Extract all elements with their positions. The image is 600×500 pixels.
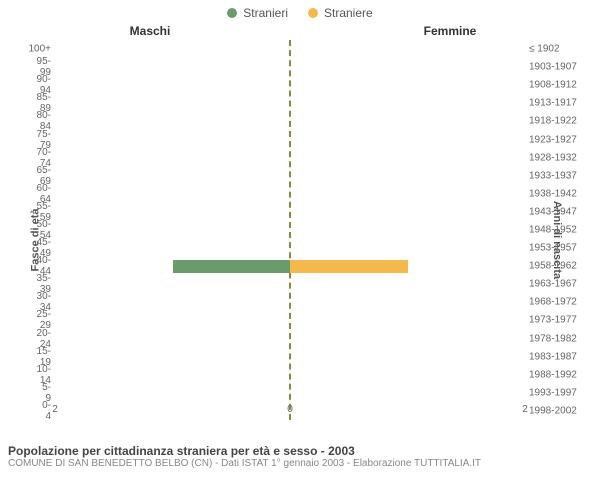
caption: Popolazione per cittadinanza straniera p… (0, 440, 600, 469)
ytick-birth: 1953-1957 (529, 243, 577, 254)
age-row: 5-91993-1997 (55, 384, 525, 402)
age-row: 10-141988-1992 (55, 366, 525, 384)
ytick-birth: 1978-1982 (529, 333, 577, 344)
age-row: 30-341968-1972 (55, 293, 525, 311)
ytick-birth: 1958-1962 (529, 261, 577, 272)
legend-swatch-female (308, 8, 318, 18)
ytick-birth: 1973-1977 (529, 315, 577, 326)
rows: 0-41998-20025-91993-199710-141988-199215… (55, 40, 525, 420)
caption-title: Popolazione per cittadinanza straniera p… (8, 444, 592, 458)
age-row: 15-191983-1987 (55, 348, 525, 366)
ytick-birth: 1903-1907 (529, 62, 577, 73)
age-row: 65-691933-1937 (55, 167, 525, 185)
xtick: 2 (522, 404, 528, 415)
ytick-birth: 1963-1967 (529, 279, 577, 290)
age-row: 55-591943-1947 (55, 203, 525, 221)
age-row: 40-441958-1962 (55, 257, 525, 275)
age-row: 50-541948-1952 (55, 221, 525, 239)
age-row: 75-791923-1927 (55, 131, 525, 149)
ytick-age: 95-99 (37, 56, 51, 78)
ytick-age: 100+ (28, 44, 51, 55)
ytick-birth: 1933-1937 (529, 170, 577, 181)
ytick-birth: 1948-1952 (529, 225, 577, 236)
legend-label-male: Stranieri (243, 6, 288, 20)
ytick-birth: 1988-1992 (529, 369, 577, 380)
ytick-birth: 1908-1912 (529, 80, 577, 91)
caption-subtitle: COMUNE DI SAN BENEDETTO BELBO (CN) - Dat… (8, 458, 592, 469)
age-row: 95-991903-1907 (55, 58, 525, 76)
ytick-birth: 1983-1987 (529, 351, 577, 362)
age-row: 80-841918-1922 (55, 112, 525, 130)
legend-label-female: Straniere (324, 6, 373, 20)
bar-male (173, 260, 291, 273)
ytick-birth: ≤ 1902 (529, 44, 560, 55)
ytick-birth: 1993-1997 (529, 387, 577, 398)
age-row: 85-891913-1917 (55, 94, 525, 112)
x-axis: 2 0 2 (55, 402, 525, 420)
age-row: 90-941908-1912 (55, 76, 525, 94)
age-row: 20-241978-1982 (55, 330, 525, 348)
legend-swatch-male (227, 8, 237, 18)
age-row: 60-641938-1942 (55, 185, 525, 203)
header-female: Femmine (300, 24, 600, 38)
xtick: 0 (287, 404, 293, 415)
ytick-birth: 1998-2002 (529, 405, 577, 416)
header-male: Maschi (0, 24, 300, 38)
age-row: 35-391963-1967 (55, 275, 525, 293)
column-headers: Maschi Femmine (0, 24, 600, 40)
ytick-birth: 1943-1947 (529, 206, 577, 217)
ytick-birth: 1968-1972 (529, 297, 577, 308)
plot-area: Fasce di età Anni di nascita 0-41998-200… (0, 40, 600, 440)
ytick-birth: 1923-1927 (529, 134, 577, 145)
ytick-birth: 1938-1942 (529, 188, 577, 199)
legend-item-male: Stranieri (227, 6, 288, 20)
age-row: 70-741928-1932 (55, 149, 525, 167)
plot-inner: 0-41998-20025-91993-199710-141988-199215… (55, 40, 525, 420)
population-pyramid-chart: Stranieri Straniere Maschi Femmine Fasce… (0, 0, 600, 500)
xtick: 2 (52, 404, 58, 415)
age-row: 100+≤ 1902 (55, 40, 525, 58)
ytick-birth: 1918-1922 (529, 116, 577, 127)
ytick-birth: 1913-1917 (529, 98, 577, 109)
bar-female (290, 260, 408, 273)
age-row: 25-291973-1977 (55, 311, 525, 329)
age-row: 45-491953-1957 (55, 239, 525, 257)
legend: Stranieri Straniere (0, 0, 600, 24)
legend-item-female: Straniere (308, 6, 373, 20)
ytick-birth: 1928-1932 (529, 152, 577, 163)
